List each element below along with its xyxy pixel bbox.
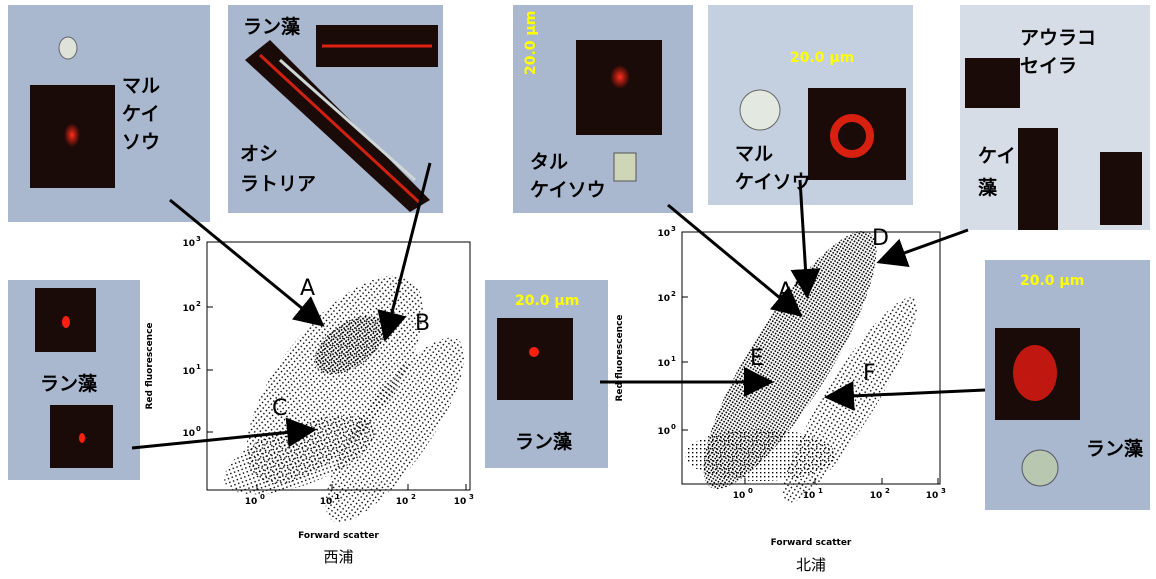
x-tick-exp: 2 bbox=[411, 493, 416, 501]
y-tick-exp: 2 bbox=[196, 300, 201, 308]
figure: 100101102103100101102103Forward scatterR… bbox=[0, 0, 1156, 579]
panel-label: オシ bbox=[240, 143, 278, 165]
panel-label: ケイソウ bbox=[735, 171, 811, 193]
cluster-label: F bbox=[863, 361, 876, 386]
x-tick-exp: 3 bbox=[941, 487, 946, 495]
y-tick-exp: 0 bbox=[671, 423, 676, 431]
panel-label: ラン藻 bbox=[1086, 438, 1144, 460]
x-tick-base: 10 bbox=[803, 491, 816, 501]
y-tick-base: 10 bbox=[182, 304, 195, 314]
y-tick-exp: 3 bbox=[196, 235, 201, 243]
y-tick-exp: 3 bbox=[671, 225, 676, 233]
cluster-label: E bbox=[750, 346, 764, 371]
y-tick-base: 10 bbox=[657, 359, 670, 369]
panel-label: 藻 bbox=[978, 177, 998, 199]
x-axis-label: Forward scatter bbox=[771, 538, 852, 548]
y-tick-base: 10 bbox=[657, 229, 670, 239]
y-tick-exp: 1 bbox=[671, 355, 676, 363]
panel-label: タル bbox=[530, 151, 568, 173]
panel-label: マル bbox=[122, 75, 160, 97]
x-tick-exp: 1 bbox=[335, 493, 340, 501]
cluster-label: A’ bbox=[778, 279, 800, 304]
x-tick-base: 10 bbox=[733, 491, 746, 501]
y-tick-exp: 0 bbox=[196, 425, 201, 433]
y-tick-base: 10 bbox=[657, 294, 670, 304]
cluster-label: C bbox=[272, 396, 287, 421]
x-tick-exp: 2 bbox=[885, 487, 890, 495]
plot-caption: 北浦 bbox=[796, 556, 826, 574]
x-tick-exp: 0 bbox=[260, 493, 265, 501]
y-tick-base: 10 bbox=[657, 427, 670, 437]
x-tick-exp: 3 bbox=[469, 493, 474, 501]
x-tick-exp: 1 bbox=[818, 487, 823, 495]
x-tick-exp: 0 bbox=[748, 487, 753, 495]
x-axis-label: Forward scatter bbox=[298, 531, 379, 541]
x-tick-base: 10 bbox=[396, 497, 409, 507]
plot-caption: 西浦 bbox=[323, 548, 353, 566]
cluster-label: D bbox=[872, 226, 889, 251]
panel-label: アウラコ bbox=[1020, 27, 1096, 49]
scale-label: 20.0 μm bbox=[523, 11, 539, 75]
panel-label: ソウ bbox=[122, 131, 160, 153]
panel-label: マル bbox=[735, 143, 773, 165]
y-tick-exp: 1 bbox=[196, 363, 201, 371]
scale-label: 20.0 μm bbox=[515, 293, 579, 309]
y-tick-base: 10 bbox=[182, 429, 195, 439]
x-tick-base: 10 bbox=[245, 497, 258, 507]
x-tick-base: 10 bbox=[320, 497, 333, 507]
panel-label: ラン藻 bbox=[515, 431, 573, 453]
panel-label: ラトリア bbox=[240, 173, 316, 195]
x-tick-base: 10 bbox=[870, 491, 883, 501]
panel-label: ラン藻 bbox=[243, 16, 301, 38]
x-tick-base: 10 bbox=[454, 497, 467, 507]
panel-label: ラン藻 bbox=[40, 373, 98, 395]
panel-label: ケイ bbox=[122, 103, 160, 125]
panel-label: ケイソウ bbox=[530, 179, 606, 201]
cluster-label: A bbox=[300, 276, 315, 301]
panel-label: セイラ bbox=[1020, 55, 1077, 77]
y-axis-label: Red fluorescence bbox=[145, 322, 155, 409]
cluster-label: B bbox=[415, 311, 430, 336]
y-tick-base: 10 bbox=[182, 239, 195, 249]
scale-label: 20.0 μm bbox=[790, 50, 854, 66]
panel-label: ケイ bbox=[978, 145, 1016, 167]
y-axis-label: Red fluorescence bbox=[615, 314, 625, 401]
y-tick-exp: 2 bbox=[671, 290, 676, 298]
x-tick-base: 10 bbox=[926, 491, 939, 501]
y-tick-base: 10 bbox=[182, 367, 195, 377]
scale-label: 20.0 μm bbox=[1020, 273, 1084, 289]
